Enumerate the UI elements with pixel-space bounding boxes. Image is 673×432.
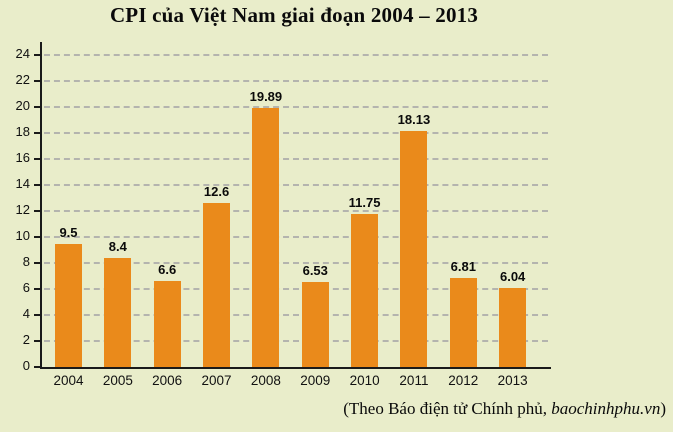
gridline <box>44 106 548 108</box>
y-axis-tick <box>34 132 42 134</box>
y-axis-tick <box>34 288 42 290</box>
x-axis-label: 2008 <box>250 373 281 388</box>
y-axis-label: 4 <box>22 306 30 321</box>
y-axis-tick <box>34 106 42 108</box>
x-axis-label: 2006 <box>152 373 183 388</box>
gridline <box>44 262 548 264</box>
bar-value-label: 8.4 <box>108 238 127 254</box>
gridline <box>44 158 548 160</box>
x-axis-line <box>40 367 551 369</box>
source-caption: (Theo Báo điện tử Chính phủ, baochinhphu… <box>343 399 666 419</box>
source-text: (Theo Báo điện tử Chính phủ, <box>343 399 552 418</box>
y-axis-label: 6 <box>22 280 30 295</box>
gridline <box>44 288 548 290</box>
bar-value-label: 18.13 <box>397 112 431 128</box>
y-axis-label: 8 <box>22 254 30 269</box>
gridline <box>44 80 548 82</box>
x-axis-label: 2011 <box>399 373 429 388</box>
x-axis-label: 2010 <box>349 373 380 388</box>
y-axis-tick <box>34 340 42 342</box>
bar-2013 <box>499 288 527 367</box>
y-axis-label: 12 <box>15 202 30 217</box>
bar-value-label: 11.75 <box>348 195 381 211</box>
bar-2005 <box>104 257 132 367</box>
gridline <box>44 236 548 238</box>
y-axis-label: 22 <box>15 72 30 87</box>
bar-value-label: 6.81 <box>450 259 476 275</box>
x-axis-label: 2012 <box>448 373 479 388</box>
bar-value-label: 19.89 <box>249 89 283 105</box>
y-axis-label: 16 <box>15 150 30 165</box>
gridline <box>44 340 548 342</box>
y-axis-tick <box>34 54 42 56</box>
chart-title: CPI của Việt Nam giai đoạn 2004 – 2013 <box>109 3 479 27</box>
x-axis-label: 2007 <box>201 373 232 388</box>
source-site: baochinhphu.vn <box>551 399 661 418</box>
bar-value-label: 9.5 <box>59 224 78 240</box>
bar-2004 <box>55 243 82 367</box>
gridline <box>44 54 548 56</box>
y-axis-tick <box>34 314 42 316</box>
bar-2010 <box>351 214 379 367</box>
y-axis-tick <box>34 236 42 238</box>
bar-value-label: 6.04 <box>499 269 526 285</box>
y-axis-tick <box>34 80 42 82</box>
bar-2009 <box>301 282 329 367</box>
x-axis-label: 2013 <box>497 373 528 388</box>
y-axis-label: 18 <box>15 124 30 139</box>
x-axis-label: 2004 <box>53 373 84 388</box>
y-axis-tick <box>34 366 42 368</box>
y-axis-tick <box>34 158 42 160</box>
bar-2008 <box>252 108 280 367</box>
y-axis-label: 20 <box>15 98 30 113</box>
bar-value-label: 12.6 <box>203 184 230 200</box>
y-axis-label: 14 <box>15 176 30 191</box>
gridline <box>44 210 548 212</box>
y-axis-label: 0 <box>22 358 30 373</box>
y-axis-label: 24 <box>15 46 30 61</box>
bar-2006 <box>153 281 181 367</box>
source-suffix: ) <box>660 399 666 418</box>
bar-value-label: 6.53 <box>302 263 328 279</box>
y-axis-tick <box>34 210 42 212</box>
x-axis-label: 2009 <box>300 373 331 388</box>
y-axis-label: 2 <box>22 332 30 347</box>
gridline <box>44 314 548 316</box>
y-axis-line <box>40 42 42 369</box>
gridline <box>44 184 548 186</box>
x-axis-label: 2005 <box>102 373 133 388</box>
bar-2012 <box>449 278 477 367</box>
bar-2011 <box>400 131 428 367</box>
y-axis-label: 10 <box>15 228 30 243</box>
bar-2007 <box>203 203 231 367</box>
gridline <box>44 132 548 134</box>
bar-value-label: 6.6 <box>158 262 177 278</box>
y-axis-tick <box>34 184 42 186</box>
y-axis-tick <box>34 262 42 264</box>
